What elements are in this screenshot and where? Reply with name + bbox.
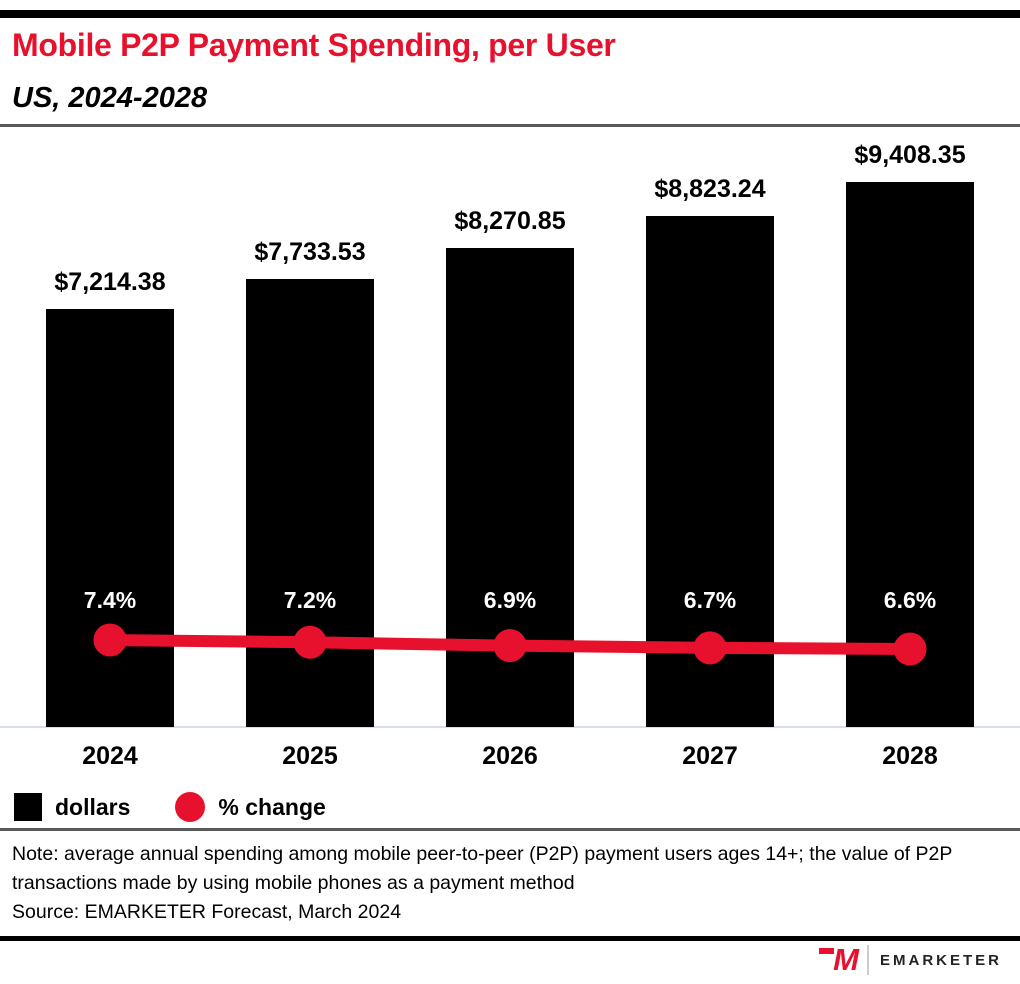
- pct-label-2025: 7.2%: [283, 587, 337, 613]
- note-text: Note: average annual spending among mobi…: [12, 843, 953, 894]
- bar-value-label-2028: $9,408.35: [854, 141, 966, 169]
- bar-2025: [246, 279, 374, 727]
- pct-label-2024: 7.4%: [83, 587, 137, 613]
- bar-value-label-2025: $7,733.53: [254, 238, 366, 266]
- top-accent-bar: [0, 10, 1020, 18]
- legend-swatch-dollars: [14, 793, 42, 821]
- brand-name: EMARKETER: [879, 951, 1002, 969]
- legend-divider: [0, 828, 1020, 831]
- footer-divider-line: [0, 936, 1020, 941]
- logo-m-letter: M: [833, 942, 859, 977]
- page-subtitle: US, 2024-2028: [12, 82, 208, 114]
- legend: dollars % change: [14, 791, 326, 823]
- x-axis-line: [0, 726, 1020, 728]
- x-axis-label-2024: 2024: [82, 742, 138, 770]
- legend-label-pct-change: % change: [218, 793, 326, 820]
- header-divider: [0, 124, 1020, 127]
- footer-vertical-divider: [866, 945, 869, 975]
- bar-value-label-2027: $8,823.24: [654, 175, 766, 203]
- x-axis-label-2027: 2027: [682, 742, 738, 770]
- footnote-block: Note: average annual spending among mobi…: [12, 840, 1014, 927]
- bar-2024: [46, 309, 174, 727]
- x-axis-label-2025: 2025: [282, 742, 338, 770]
- legend-swatch-pct-change: [175, 792, 206, 822]
- x-axis-label-2028: 2028: [882, 742, 938, 770]
- footer: M EMARKETER: [819, 944, 1002, 976]
- source-text: Source: EMARKETER Forecast, March 2024: [12, 901, 402, 923]
- x-axis-label-2026: 2026: [482, 742, 538, 770]
- bar-2027: [646, 216, 774, 727]
- pct-label-2028: 6.6%: [883, 587, 937, 613]
- pct-label-2026: 6.9%: [483, 587, 537, 613]
- emarketer-logo-icon: M: [819, 942, 859, 977]
- bar-value-label-2024: $7,214.38: [54, 268, 166, 296]
- bar-2028: [846, 182, 974, 727]
- logo-e-bars-icon: [819, 948, 836, 972]
- bar-2026: [446, 248, 574, 727]
- legend-label-dollars: dollars: [55, 793, 131, 820]
- pct-label-2027: 6.7%: [683, 587, 737, 613]
- bar-value-label-2026: $8,270.85: [454, 207, 566, 235]
- page-title: Mobile P2P Payment Spending, per User: [12, 27, 616, 63]
